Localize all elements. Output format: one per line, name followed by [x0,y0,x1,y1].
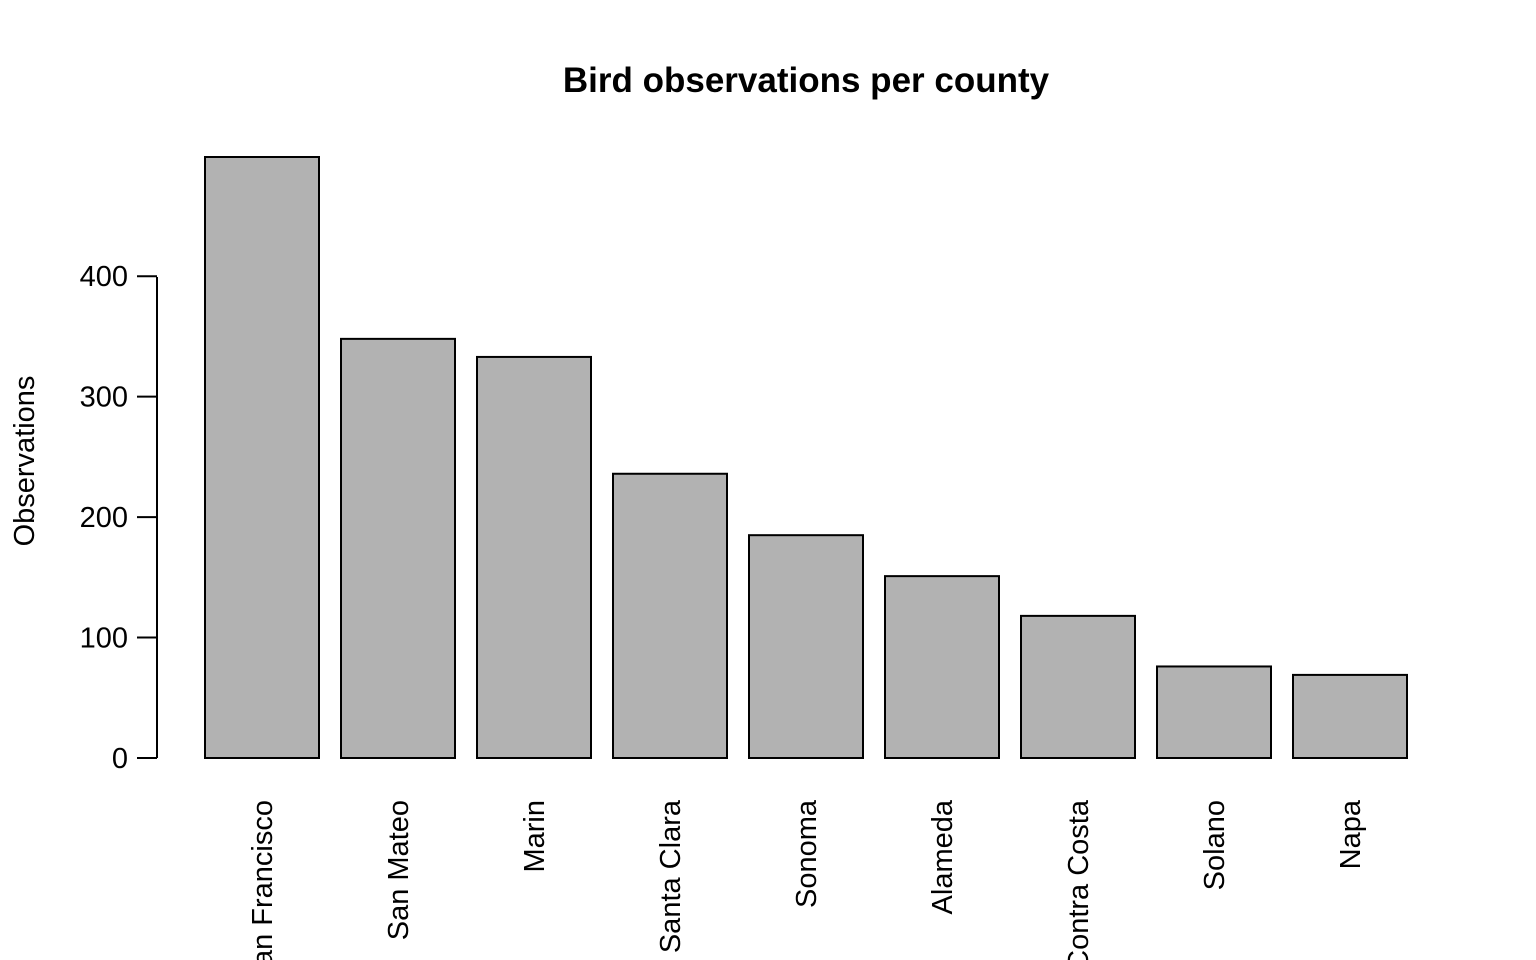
category-label: San Francisco [247,800,279,960]
category-label: Marin [519,800,551,873]
category-labels: San Francisco San Mateo Marin Santa Clara So… [247,799,1367,960]
bar [1020,614,1136,759]
bar [204,156,320,759]
category-label: Solano [1199,800,1231,890]
bar [884,575,1000,760]
bar [340,337,456,759]
bar [612,472,728,759]
category-label: Santa Clara [655,799,687,953]
bar [748,534,864,760]
y-tick-label: 100 [80,623,128,655]
bar [1156,665,1272,759]
category-label: Alameda [927,799,959,914]
category-label: Sonoma [791,799,823,908]
bar [476,355,592,759]
y-axis-label: Observations [9,376,41,547]
y-tick-label: 300 [80,382,128,414]
y-tick-label: 0 [112,743,128,775]
y-tick-label: 200 [80,502,128,534]
bar [1292,673,1408,760]
category-label: San Mateo [383,800,415,940]
chart-title: Bird observations per county [563,61,1050,100]
y-tick-label: 400 [80,261,128,293]
bars [204,156,1408,760]
category-label: Contra Costa [1063,799,1095,960]
y-axis-ticks: 0 100 200 300 400 [80,261,157,775]
category-label: Napa [1335,799,1367,869]
